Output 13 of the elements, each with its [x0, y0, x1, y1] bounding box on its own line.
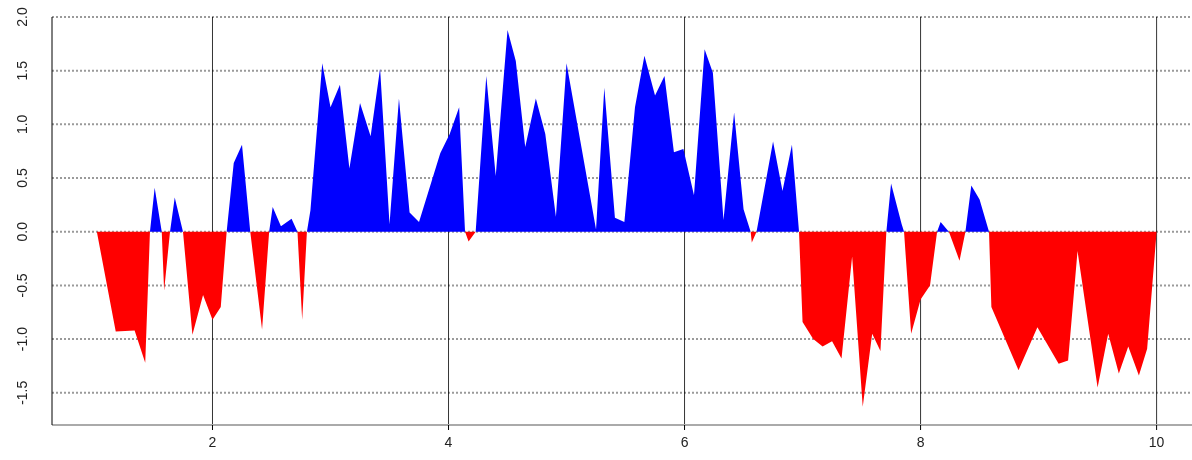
y-tick-label: -0.5: [14, 273, 30, 298]
y-tick-label: -1.0: [14, 326, 30, 352]
y-tick-label: 1.5: [14, 60, 30, 81]
y-tick-label: 2.0: [14, 7, 30, 27]
y-tick-label: -1.5: [14, 380, 30, 405]
x-tick-label: 6: [680, 434, 689, 450]
x-tick-label: 2: [208, 434, 217, 450]
x-tick-label: 10: [1148, 434, 1165, 450]
y-tick-label: 0.5: [14, 168, 30, 188]
y-tick-label: 1.0: [14, 114, 30, 135]
x-tick-label: 4: [444, 434, 453, 450]
x-tick-label: 8: [916, 434, 925, 450]
y-tick-label: 0.0: [14, 221, 30, 242]
